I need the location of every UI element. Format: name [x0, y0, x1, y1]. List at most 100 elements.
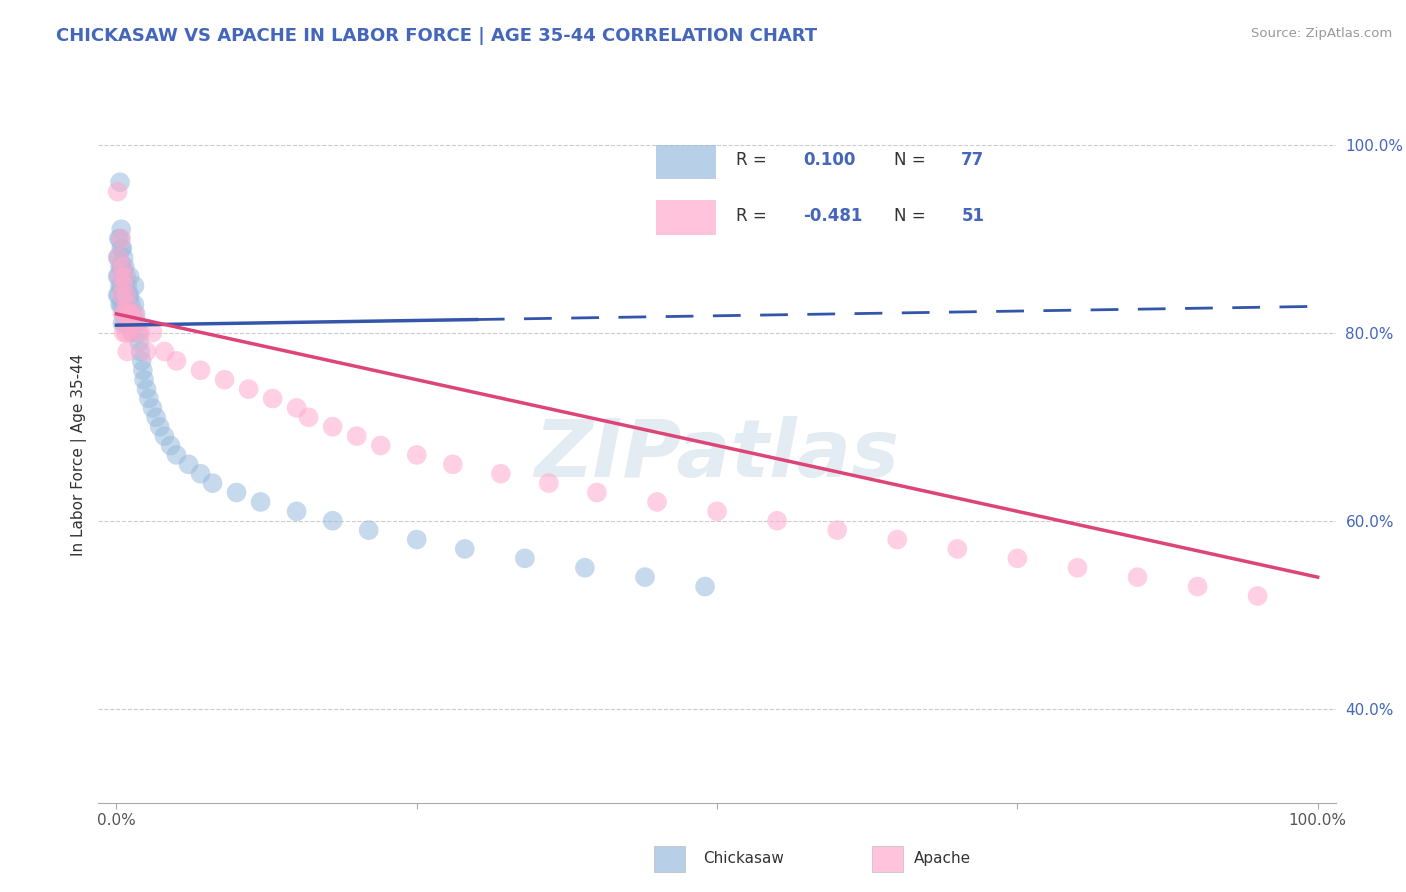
Point: [121, 307, 143, 321]
Point: [112, 278, 135, 293]
Point: [201, 476, 224, 491]
Point: [441, 458, 464, 472]
Point: [108, 269, 131, 284]
Point: [117, 297, 139, 311]
Point: [125, 316, 148, 330]
Point: [586, 485, 609, 500]
Point: [108, 175, 131, 189]
Point: [110, 297, 132, 311]
Point: [145, 410, 167, 425]
Point: [124, 307, 146, 321]
Point: [357, 523, 380, 537]
Point: [111, 297, 134, 311]
Point: [125, 316, 148, 330]
Point: [115, 288, 138, 302]
Point: [825, 523, 848, 537]
Point: [110, 260, 132, 274]
Point: [118, 288, 141, 302]
Point: [108, 251, 131, 265]
Point: [153, 344, 176, 359]
Point: [112, 307, 135, 321]
Point: [110, 288, 132, 302]
Point: [124, 297, 146, 311]
Point: [120, 297, 142, 311]
Point: [706, 504, 728, 518]
Point: [110, 241, 132, 255]
Point: [110, 278, 132, 293]
Point: [370, 438, 392, 452]
Point: [166, 354, 188, 368]
Point: [946, 541, 969, 556]
Point: [129, 344, 152, 359]
Point: [111, 260, 134, 274]
Point: [454, 541, 477, 556]
Point: [107, 251, 129, 265]
Point: [1246, 589, 1268, 603]
Point: [537, 476, 560, 491]
Point: [111, 307, 134, 321]
Point: [110, 222, 132, 236]
Point: [238, 382, 260, 396]
Point: [117, 278, 139, 293]
Point: [117, 307, 139, 321]
Text: Apache: Apache: [914, 851, 972, 865]
Point: [108, 278, 131, 293]
Point: [118, 269, 141, 284]
Point: [108, 269, 131, 284]
Point: [115, 269, 138, 284]
Point: [121, 326, 143, 340]
Point: [124, 278, 146, 293]
Point: [489, 467, 512, 481]
Point: [115, 288, 138, 302]
Point: [153, 429, 176, 443]
Point: [108, 260, 131, 274]
Point: [693, 580, 716, 594]
Point: [117, 307, 139, 321]
Point: [346, 429, 368, 443]
Text: Source: ZipAtlas.com: Source: ZipAtlas.com: [1251, 27, 1392, 40]
Point: [114, 269, 136, 284]
Point: [132, 363, 155, 377]
Point: [141, 326, 163, 340]
Point: [322, 419, 344, 434]
Point: [120, 316, 142, 330]
Point: [112, 326, 135, 340]
Point: [114, 260, 136, 274]
Text: CHICKASAW VS APACHE IN LABOR FORCE | AGE 35-44 CORRELATION CHART: CHICKASAW VS APACHE IN LABOR FORCE | AGE…: [56, 27, 817, 45]
Point: [190, 467, 212, 481]
Point: [1066, 560, 1088, 574]
Point: [114, 297, 136, 311]
Point: [118, 316, 141, 330]
Point: [886, 533, 908, 547]
Point: [112, 251, 135, 265]
Point: [124, 307, 146, 321]
Point: [405, 533, 427, 547]
Point: [574, 560, 596, 574]
Point: [114, 278, 136, 293]
Point: [107, 185, 129, 199]
Point: [115, 326, 138, 340]
Point: [177, 458, 200, 472]
Point: [132, 373, 155, 387]
Point: [766, 514, 789, 528]
Point: [110, 232, 132, 246]
Point: [117, 344, 139, 359]
Point: [214, 373, 236, 387]
Point: [405, 448, 427, 462]
Point: [127, 326, 149, 340]
Point: [108, 232, 131, 246]
Point: [634, 570, 657, 584]
Point: [117, 316, 139, 330]
Point: [285, 504, 308, 518]
Point: [138, 392, 160, 406]
Point: [108, 232, 131, 246]
Point: [1007, 551, 1029, 566]
Point: [107, 288, 129, 302]
Point: [166, 448, 188, 462]
Point: [141, 401, 163, 415]
Point: [131, 354, 153, 368]
Point: [645, 495, 668, 509]
Point: [225, 485, 247, 500]
Point: [115, 307, 138, 321]
Point: [112, 288, 135, 302]
